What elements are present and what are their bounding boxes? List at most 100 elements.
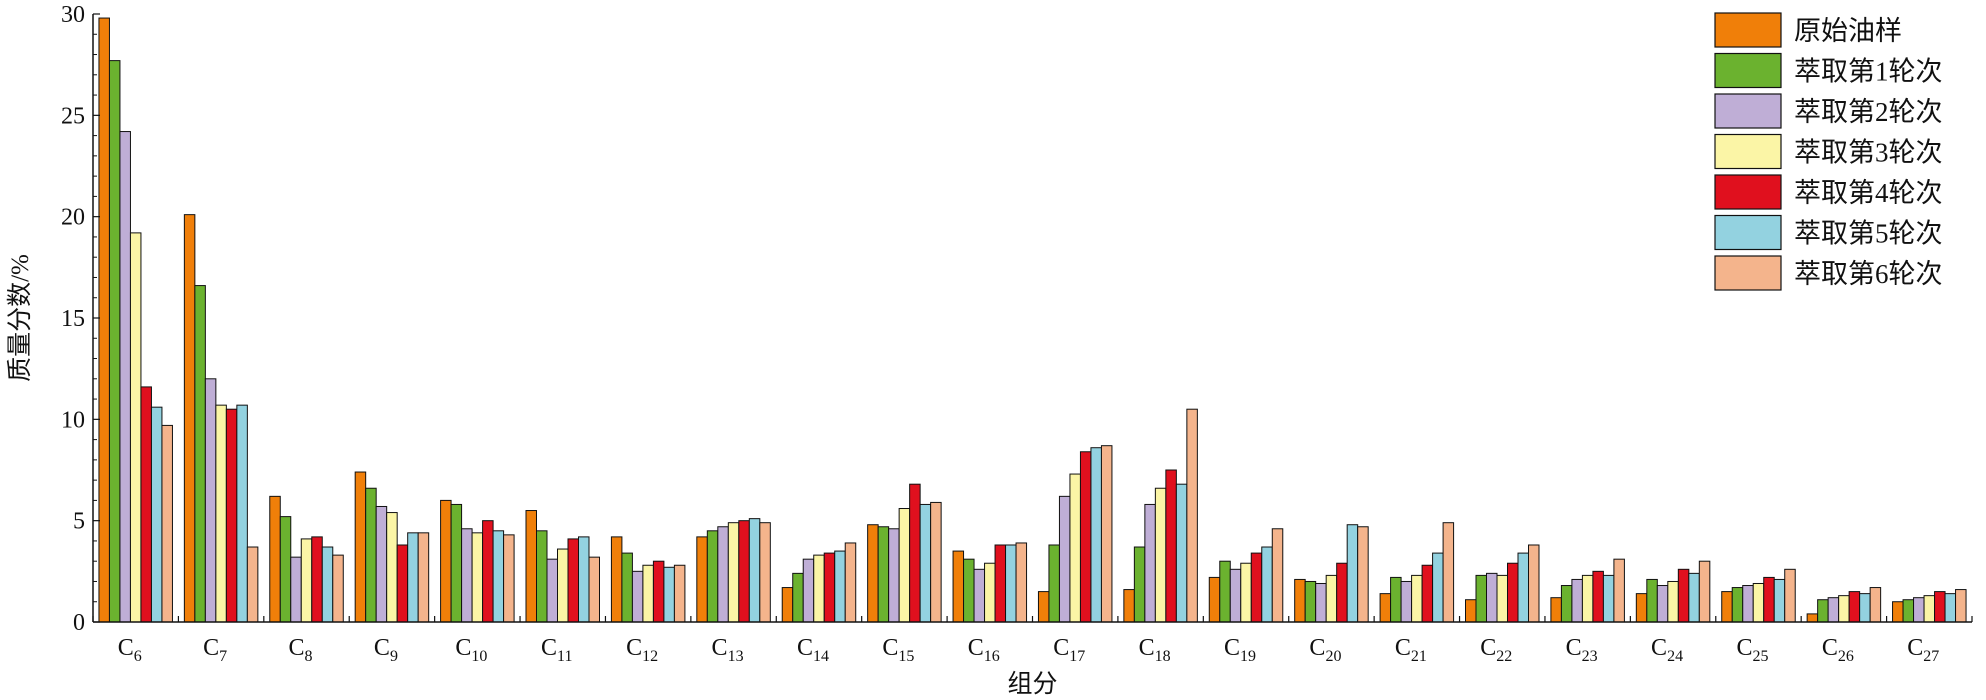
bar-series-4-cat-19 [1667,580,1679,623]
bar-series-2-cat-13 [1133,546,1146,623]
bar-series-1-cat-20 [1721,591,1733,623]
x-tick-label: C10 [455,635,487,665]
bar-series-5-cat-22 [1934,591,1946,623]
y-tick-label: 20 [61,205,85,231]
bar-series-2-cat-5 [450,503,463,623]
bar-series-6-cat-6 [578,536,590,623]
bar-series-3-cat-18 [1571,578,1583,623]
bar-series-5-cat-14 [1250,552,1263,623]
bar-series-1-cat-14 [1208,576,1221,623]
bar-series-2-cat-3 [279,516,292,623]
bar-series-5-cat-7 [652,560,665,623]
bar-series-3-cat-4 [375,505,388,623]
bar-series-4-cat-3 [300,538,313,623]
bar-series-7-cat-18 [1613,558,1625,623]
legend-label-7: 萃取第6轮次 [1794,259,1943,289]
bar-series-7-cat-9 [844,542,857,623]
bar-series-1-cat-11 [952,550,965,623]
bar-series-4-cat-16 [1411,574,1423,623]
bar-series-3-cat-12 [1058,495,1071,623]
y-axis-ticks: 0 5 10 15 20 25 30 [61,2,100,636]
bar-series-1-cat-12 [1037,591,1050,623]
bar-series-6-cat-10 [919,503,932,623]
bar-series-1-cat-3 [269,495,281,623]
bar-series-4-cat-4 [386,512,398,623]
bar-series-5-cat-13 [1165,469,1177,623]
bar-series-1-cat-4 [354,471,367,623]
bar-series-4-cat-12 [1069,473,1081,623]
x-axis-ticks: C6 C7 C8 C9 C10 C11 C12 C13 C14 C15 C16 C17 C18 C19 C2… [92,616,1973,665]
bar-series-6-cat-3 [321,546,334,623]
bar-series-7-cat-19 [1698,560,1711,623]
bar-series-4-cat-17 [1496,574,1508,623]
bar-series-7-cat-17 [1528,544,1540,623]
bar-series-4-cat-9 [813,554,825,623]
bar-series-6-cat-16 [1432,552,1444,623]
bar-series-4-cat-21 [1838,595,1850,623]
bar-series-5-cat-18 [1592,570,1604,623]
bar-series-3-cat-7 [631,570,644,623]
bar-series-2-cat-4 [365,487,377,623]
legend-swatch-4 [1714,133,1782,170]
x-tick-label: C25 [1736,635,1768,665]
bar-series-1-cat-13 [1123,589,1135,623]
bar-series-2-cat-14 [1219,560,1231,623]
bar-series-3-cat-1 [119,131,131,623]
bar-series-6-cat-1 [150,406,163,623]
bar-series-2-cat-17 [1475,574,1487,623]
bar-series-1-cat-2 [183,214,196,623]
x-tick-label: C18 [1139,635,1171,665]
bar-series-6-cat-4 [407,532,419,623]
bar-series-7-cat-20 [1784,568,1796,623]
bar-series-7-cat-10 [930,501,942,623]
bar-series-1-cat-21 [1806,613,1819,623]
bar-series-4-cat-18 [1581,574,1594,623]
bar-series-2-cat-11 [963,558,975,623]
legend-label-3: 萃取第2轮次 [1794,97,1943,127]
bar-series-7-cat-3 [332,554,344,623]
bar-series-3-cat-9 [802,558,815,623]
x-tick-label: C24 [1651,635,1683,665]
x-tick-label: C13 [712,635,744,665]
bar-series-1-cat-6 [525,510,537,623]
legend-label-6: 萃取第5轮次 [1794,219,1943,249]
bar-series-3-cat-16 [1400,580,1413,623]
legend-swatch-2 [1714,52,1782,89]
bar-series-3-cat-13 [1144,503,1156,623]
bar-series-5-cat-6 [567,538,579,623]
bar-series-3-cat-21 [1827,597,1840,623]
legend-label-1: 原始油样 [1794,16,1902,46]
bar-series-5-cat-11 [994,544,1007,623]
y-tick-label: 25 [61,103,85,129]
bar-series-7-cat-6 [588,556,600,623]
bar-series-6-cat-15 [1346,524,1359,623]
bar-series-1-cat-22 [1892,601,1904,623]
bar-series-6-cat-21 [1859,593,1871,623]
bar-series-5-cat-17 [1507,562,1519,623]
bar-series-2-cat-20 [1731,587,1744,623]
bar-series-7-cat-14 [1271,528,1284,623]
x-tick-label: C19 [1224,635,1256,665]
bar-series-4-cat-15 [1325,574,1338,623]
x-tick-label: C12 [626,635,658,665]
bar-series-2-cat-2 [194,285,206,623]
legend-swatch-7 [1714,255,1782,291]
bar-series-2-cat-22 [1902,599,1915,623]
bar-series-3-cat-8 [717,526,729,623]
legend-label-5: 萃取第4轮次 [1794,178,1943,208]
bar-series-2-cat-21 [1817,599,1829,623]
bar-series-3-cat-5 [461,528,473,623]
bar-series-6-cat-14 [1261,546,1273,623]
bar-series-7-cat-4 [417,532,430,623]
x-tick-label: C17 [1053,635,1085,665]
y-tick-label: 15 [61,306,85,332]
y-tick-label: 5 [73,509,85,535]
bar-series-2-cat-16 [1390,576,1402,623]
x-tick-label: C22 [1480,635,1512,665]
bar-series-3-cat-22 [1913,597,1925,623]
bar-series-6-cat-18 [1602,574,1615,623]
bar-series-1-cat-19 [1635,593,1648,623]
bar-series-7-cat-1 [161,424,173,623]
bar-series-6-cat-9 [834,550,846,623]
